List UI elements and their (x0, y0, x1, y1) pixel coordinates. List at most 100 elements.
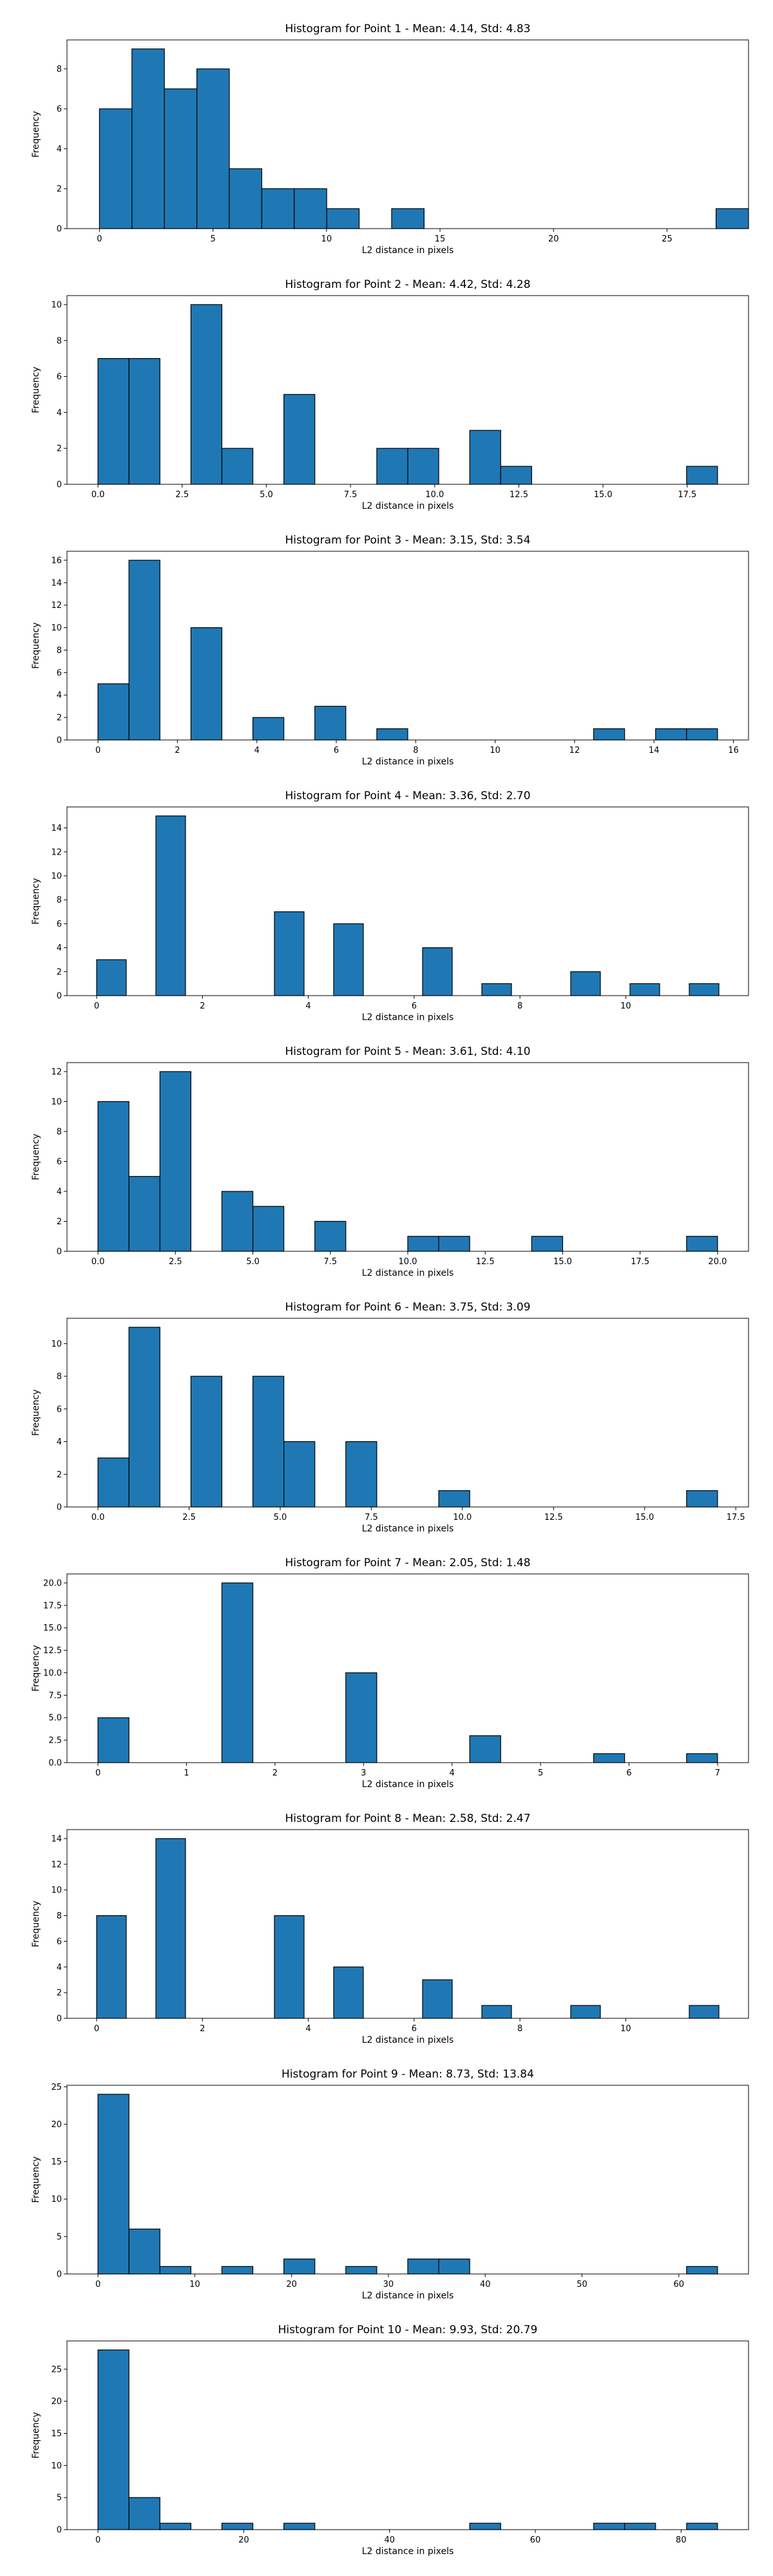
y-tick-label: 0 (57, 1503, 62, 1513)
axes-frame (66, 1573, 749, 1763)
x-tick-label: 60 (530, 2535, 541, 2545)
x-tick-label: 0 (97, 234, 102, 244)
y-tick-label: 2 (57, 1470, 62, 1480)
chart-title: Histogram for Point 7 - Mean: 2.05, Std:… (285, 1557, 530, 1569)
histogram-bar (159, 2523, 191, 2530)
y-tick-label: 0 (57, 2526, 62, 2535)
histogram-bar (469, 1735, 501, 1763)
y-tick-label: 2 (57, 444, 62, 454)
histogram-bar (333, 923, 364, 996)
histogram-bar (283, 2259, 316, 2275)
x-tick-label: 0 (94, 1001, 99, 1011)
histogram-9: Histogram for Point 9 - Mean: 8.73, Std:… (0, 2058, 773, 2314)
chart-title: Histogram for Point 6 - Mean: 3.75, Std:… (285, 1301, 530, 1314)
chart-title: Histogram for Point 3 - Mean: 3.15, Std:… (285, 534, 530, 547)
y-tick-label: 0.0 (48, 1759, 62, 1768)
x-tick-label: 10 (321, 234, 332, 244)
histogram-2: Histogram for Point 2 - Mean: 4.42, Std:… (0, 269, 773, 524)
histogram-bar (97, 683, 129, 741)
y-tick-label: 0 (57, 2014, 62, 2024)
axes-frame (66, 806, 749, 996)
histogram-bar (294, 188, 327, 229)
y-tick-label: 0 (57, 1247, 62, 1257)
histogram-bar (252, 1376, 285, 1508)
x-tick-label: 2 (272, 1768, 278, 1778)
histogram-bar (376, 728, 408, 741)
histogram-bar (190, 304, 223, 485)
histogram-6: Histogram for Point 6 - Mean: 3.75, Std:… (0, 1291, 773, 1547)
y-tick-label: 8 (57, 646, 62, 656)
histogram-bar (155, 815, 186, 996)
histogram-bar (97, 1717, 129, 1763)
histogram-bar (159, 1071, 191, 1252)
y-tick-label: 0 (57, 736, 62, 746)
y-axis-label: Frequency (31, 2156, 41, 2202)
x-tick-label: 15.0 (553, 1257, 572, 1267)
y-tick-label: 5 (57, 2494, 62, 2503)
y-tick-label: 20 (51, 2120, 62, 2130)
histogram-bar (686, 1753, 718, 1763)
x-tick-label: 60 (674, 2280, 685, 2289)
y-tick-label: 0 (57, 480, 62, 490)
histogram-bar (283, 2523, 316, 2530)
y-tick-label: 4 (57, 1963, 62, 1973)
x-tick-label: 30 (383, 2280, 394, 2289)
histogram-bar (128, 2497, 160, 2530)
histogram-bar (97, 2094, 129, 2275)
y-tick-label: 8 (57, 1911, 62, 1921)
y-tick-label: 8 (57, 64, 62, 74)
x-tick-label: 7 (715, 1768, 720, 1778)
x-tick-label: 1 (184, 1768, 189, 1778)
histogram-bar (128, 2228, 160, 2275)
histogram-bar (128, 1327, 160, 1508)
x-tick-label: 0 (95, 1768, 100, 1778)
y-tick-label: 2.5 (48, 1736, 62, 1746)
y-axis-label: Frequency (31, 622, 41, 668)
y-tick-label: 6 (57, 1405, 62, 1414)
y-tick-label: 0 (57, 992, 62, 1001)
x-tick-label: 10.0 (453, 1513, 472, 1522)
histogram-bar (252, 1206, 285, 1252)
histogram-bar (131, 48, 165, 229)
x-axis-label: L2 distance in pixels (362, 1268, 454, 1278)
y-tick-label: 10 (51, 623, 62, 633)
y-tick-label: 4 (57, 144, 62, 154)
axes-frame (66, 2340, 749, 2530)
x-tick-label: 20.0 (708, 1257, 727, 1267)
histogram-bar (314, 706, 347, 741)
y-tick-label: 10 (51, 2195, 62, 2204)
histogram-bar (438, 2259, 470, 2275)
axes-frame (66, 39, 749, 229)
x-tick-label: 0 (95, 746, 100, 755)
x-tick-label: 6 (412, 1001, 417, 1011)
histogram-bar (686, 2523, 718, 2530)
x-axis-label: L2 distance in pixels (362, 2291, 454, 2301)
histogram-bar (481, 983, 512, 996)
y-tick-label: 6 (57, 1937, 62, 1947)
y-tick-label: 10 (51, 1097, 62, 1107)
x-tick-label: 20 (286, 2280, 297, 2289)
histogram-bar (686, 728, 718, 741)
histogram-bar (407, 2259, 439, 2275)
x-tick-label: 17.5 (631, 1257, 649, 1267)
x-tick-label: 12.5 (544, 1513, 563, 1522)
x-tick-label: 7.5 (344, 490, 358, 500)
x-tick-label: 2.5 (169, 1257, 182, 1267)
x-tick-label: 10 (620, 2024, 631, 2034)
y-tick-label: 6 (57, 372, 62, 382)
y-axis-label: Frequency (31, 878, 41, 924)
histogram-bar (128, 358, 160, 485)
histogram-svg: Histogram for Point 8 - Mean: 2.58, Std:… (31, 1812, 749, 2045)
x-tick-label: 3 (361, 1768, 366, 1778)
histogram-bar (252, 717, 285, 741)
histogram-bar (229, 168, 262, 229)
y-tick-label: 12 (51, 601, 62, 611)
y-tick-label: 8 (57, 1127, 62, 1137)
y-tick-label: 6 (57, 1157, 62, 1167)
histogram-bar (190, 627, 223, 741)
histogram-bar (689, 983, 720, 996)
histogram-bar (422, 947, 453, 996)
histogram-bar (686, 1236, 718, 1252)
histogram-bar (159, 2266, 191, 2275)
histogram-bar (438, 1490, 470, 1508)
